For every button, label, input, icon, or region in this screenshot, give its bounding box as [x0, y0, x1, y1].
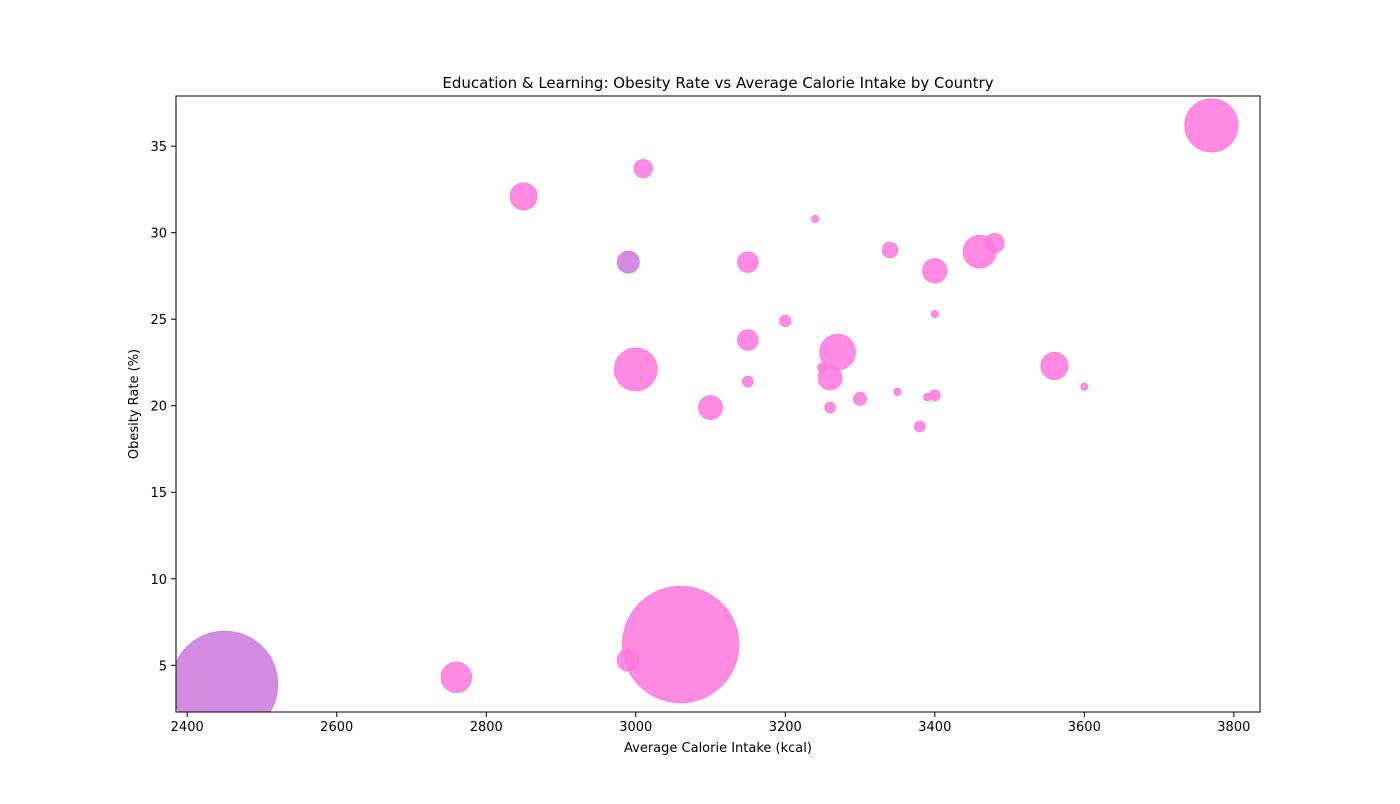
x-tick-label: 3600 — [1068, 720, 1101, 735]
x-tick-label: 2800 — [470, 720, 503, 735]
y-tick-label: 20 — [150, 400, 167, 415]
scatter-point — [633, 158, 653, 179]
scatter-point — [914, 420, 926, 433]
y-axis-ticks: 5 10 15 20 25 30 35 — [150, 140, 176, 674]
scatter-point — [1080, 382, 1089, 391]
x-tick-label: 2400 — [171, 720, 204, 735]
scatter-point — [1184, 98, 1239, 153]
scatter-point — [779, 314, 792, 328]
scatter-point — [621, 585, 740, 704]
scatter-point — [616, 250, 640, 274]
scatter-point — [737, 329, 759, 351]
plot-frame — [175, 95, 1261, 713]
scatter-point — [893, 387, 902, 396]
scatter-point — [811, 214, 820, 223]
scatter-point — [742, 375, 754, 388]
scatter-point — [817, 362, 829, 374]
x-tick-label: 2600 — [320, 720, 353, 735]
scatter-point — [923, 392, 932, 402]
scatter-point — [984, 233, 1005, 254]
scatter-point — [922, 258, 948, 284]
scatter-point — [824, 401, 836, 414]
scatter-point — [440, 661, 473, 694]
x-tick-label: 3200 — [769, 720, 802, 735]
points-layer — [176, 98, 1239, 712]
y-axis-label: Obesity Rate (%) — [127, 349, 142, 459]
y-tick-label: 5 — [159, 659, 167, 674]
scatter-point — [176, 630, 279, 712]
y-tick-label: 10 — [150, 573, 167, 588]
y-tick-label: 35 — [150, 140, 167, 155]
y-tick-label: 25 — [150, 313, 167, 328]
y-tick-label: 15 — [150, 486, 167, 501]
scatter-point — [698, 395, 723, 420]
x-axis-ticks: 2400 2600 2800 3000 3200 3400 3600 3800 — [171, 712, 1250, 735]
scatter-point — [930, 309, 939, 319]
chart-title: Education & Learning: Obesity Rate vs Av… — [442, 74, 993, 92]
scatter-point — [737, 251, 759, 273]
x-tick-label: 3800 — [1217, 720, 1250, 735]
y-tick-label: 30 — [150, 227, 167, 242]
x-tick-label: 3400 — [918, 720, 951, 735]
scatter-point — [853, 391, 868, 406]
scatter-point — [1040, 351, 1069, 380]
scatter-point — [613, 347, 658, 392]
scatter-point — [509, 182, 538, 211]
scatter-point — [616, 648, 640, 672]
scatter-point — [881, 241, 899, 259]
x-tick-label: 3000 — [619, 720, 652, 735]
x-axis-label: Average Calorie Intake (kcal) — [624, 741, 812, 756]
